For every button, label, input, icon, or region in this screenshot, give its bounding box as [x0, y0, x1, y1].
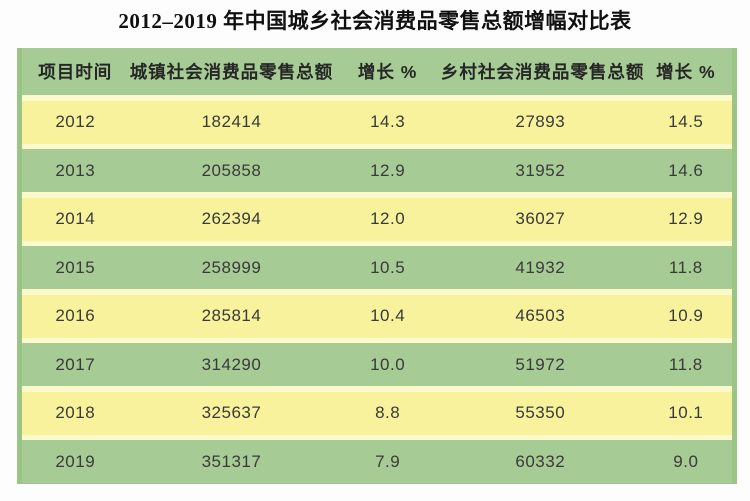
- table-cell: 60332: [515, 451, 566, 471]
- table-cell: 351317: [201, 451, 262, 471]
- table-cell: 2014: [55, 209, 96, 228]
- table-cell: 10.5: [370, 257, 406, 277]
- table-row: 2015 258999 10.5 41932 11.8: [22, 246, 732, 289]
- row-separator: [22, 289, 732, 295]
- table-cell: 14.6: [668, 160, 704, 180]
- table-cell: 182414: [201, 112, 262, 131]
- table-cell: 2012: [55, 112, 96, 131]
- table-cell: 2016: [55, 306, 96, 325]
- table-row: 2017 314290 10.0 51972 11.8: [22, 343, 732, 386]
- table-cell: 2018: [55, 403, 96, 422]
- row-separator: [22, 240, 732, 246]
- comparison-table: 项目时间 城镇社会消费品零售总额 增长 % 乡村社会消费品零售总额 增长 % 2012 1…: [17, 48, 737, 484]
- table-row: 2014 262394 12.0 36027 12.9: [22, 197, 732, 241]
- table-row: 2012 182414 14.3 27893 14.5: [22, 100, 732, 144]
- table-row: 2013 205858 12.9 31952 14.6: [22, 149, 732, 192]
- table-cell: 12.9: [668, 209, 704, 228]
- table-cell: 14.3: [370, 112, 406, 131]
- table-cell: 205858: [201, 160, 262, 180]
- row-separator: [22, 337, 732, 343]
- row-separator: [22, 95, 732, 101]
- row-separator: [22, 143, 732, 149]
- table-cell: 2013: [55, 160, 96, 180]
- header-cell-4: 增长 %: [656, 62, 716, 82]
- header-cell-1: 城镇社会消费品零售总额: [129, 62, 334, 82]
- header-cell-0: 项目时间: [38, 62, 113, 82]
- table-cell: 2019: [55, 451, 96, 471]
- table-cell: 51972: [515, 354, 566, 374]
- table-cell: 12.0: [370, 209, 406, 228]
- table-cell: 7.9: [375, 451, 401, 471]
- table-cell: 2017: [55, 354, 96, 374]
- table-cell: 41932: [515, 257, 566, 277]
- table-cell: 314290: [201, 354, 262, 374]
- table-cell: 31952: [515, 160, 566, 180]
- table-cell: 10.1: [668, 403, 704, 422]
- table-cell: 2015: [55, 257, 96, 277]
- table-row: 2018 325637 8.8 55350 10.1: [22, 391, 732, 435]
- table-cell: 10.0: [370, 354, 406, 374]
- row-separator: [22, 434, 732, 440]
- table-row: 2019 351317 7.9 60332 9.0: [22, 440, 732, 483]
- row-separator: [22, 192, 732, 198]
- table-cell: 258999: [201, 257, 262, 277]
- table-cell: 36027: [515, 209, 566, 228]
- table-header-row: 项目时间 城镇社会消费品零售总额 增长 % 乡村社会消费品零售总额 增长 %: [22, 48, 732, 95]
- table-cell: 10.9: [668, 306, 704, 325]
- table-cell: 262394: [201, 209, 262, 228]
- table-cell: 11.8: [668, 354, 703, 374]
- table-title: 2012–2019 年中国城乡社会消费品零售总额增幅对比表: [118, 9, 632, 33]
- header-cell-2: 增长 %: [357, 62, 418, 82]
- table-cell: 8.8: [375, 403, 401, 422]
- table-cell: 325637: [201, 403, 262, 422]
- header-cell-3: 乡村社会消费品零售总额: [440, 62, 645, 82]
- table-cell: 10.4: [370, 306, 406, 325]
- table-body: 2012 182414 14.3 27893 14.5 2013 205858 12.9 319…: [22, 95, 732, 483]
- table-cell: 55350: [515, 403, 566, 422]
- table-cell: 12.9: [370, 160, 406, 180]
- table-cell: 27893: [515, 112, 566, 131]
- table-cell: 11.8: [668, 257, 703, 277]
- table-row: 2016 285814 10.4 46503 10.9: [22, 294, 732, 338]
- table-cell: 285814: [201, 306, 262, 325]
- table-cell: 46503: [515, 306, 566, 325]
- table-cell: 14.5: [668, 112, 704, 131]
- table-cell: 9.0: [673, 451, 699, 471]
- row-separator: [22, 386, 732, 392]
